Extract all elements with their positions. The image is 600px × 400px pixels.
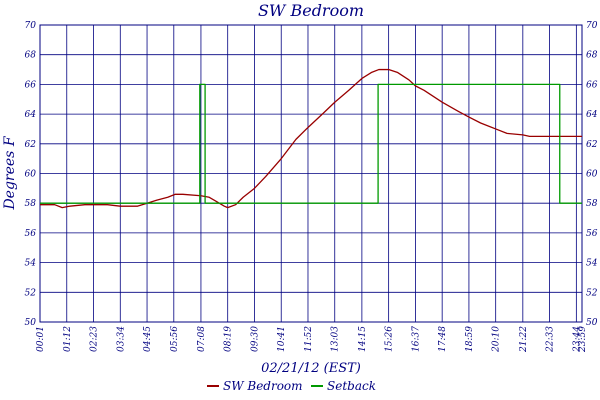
legend-item: SW Bedroom [207,379,303,393]
y-tick-label-right: 64 [586,110,598,120]
y-tick-label-right: 68 [586,51,598,61]
series-lines [40,68,582,209]
y-tick-label: 68 [25,51,37,61]
x-axis-label: 02/21/12 (EST) [261,361,361,376]
x-tick-label: 02:23 [90,326,100,352]
y-tick-label-right: 56 [586,229,598,239]
x-tick-label: 09:30 [250,326,260,352]
x-tick-label: 07:08 [197,326,207,352]
x-tick-label: 17:48 [438,326,448,352]
y-tick-label: 70 [25,21,37,31]
y-tick-label-right: 62 [586,140,598,150]
x-tick-label: 08:19 [224,326,234,352]
y-tick-label: 60 [25,170,37,180]
y-tick-label: 52 [25,288,37,298]
y-tick-label: 66 [25,80,37,90]
y-tick-label: 58 [25,199,37,209]
y-tick-label-right: 52 [586,288,598,298]
x-tick-label: 16:37 [411,326,421,352]
x-tick-label: 20:10 [492,326,502,353]
y-tick-label: 50 [25,318,37,328]
y-tick-label-right: 70 [586,21,598,31]
x-tick-label: 13:03 [331,326,341,352]
x-tick-label: 05:56 [170,326,180,352]
x-tick-label: 00:01 [36,326,46,352]
y-tick-label-right: 60 [586,170,598,180]
x-tick-label: 22:33 [546,326,556,353]
y-tick-label-right: 50 [586,318,598,328]
x-tick-label: 11:52 [304,326,314,352]
chart-title: SW Bedroom [258,1,364,20]
plot-area [39,24,583,323]
x-tick-label: 01:12 [63,326,73,352]
y-tick-label-right: 58 [586,199,598,209]
x-tick-label: 23:44 [572,326,582,353]
legend-item: Setback [311,379,376,393]
legend-label: Setback [327,379,376,393]
x-tick-label: 10:41 [277,326,287,352]
legend-label: SW Bedroom [223,379,303,393]
y-axis-left-ticks: 50 52 54 56 58 60 62 64 66 68 70 [25,21,37,328]
series-line-1 [40,83,582,204]
y-tick-label-right: 66 [586,80,598,90]
x-tick-label: 23:59 [578,326,588,353]
y-axis-right-ticks: 50 52 54 56 58 60 62 64 66 68 70 [586,21,598,328]
y-tick-label: 62 [25,140,37,150]
legend: SW Bedroom Setback [207,379,376,393]
y-tick-label: 54 [25,259,37,269]
x-tick-label: 18:59 [465,326,475,352]
y-tick-label: 56 [25,229,37,239]
x-tick-label: 21:22 [519,326,529,353]
y-tick-label: 64 [25,110,37,120]
x-tick-label: 14:15 [358,326,368,352]
series-line-0 [40,68,582,209]
x-axis-ticks: 00:01 01:12 02:23 03:34 04:45 05:56 07:08 08:19… [36,326,588,353]
x-tick-label: 15:26 [385,326,395,352]
y-tick-label-right: 54 [586,259,598,269]
x-tick-label: 04:45 [143,326,153,352]
x-tick-label: 03:34 [116,326,126,352]
y-axis-label: Degrees F [2,135,18,210]
